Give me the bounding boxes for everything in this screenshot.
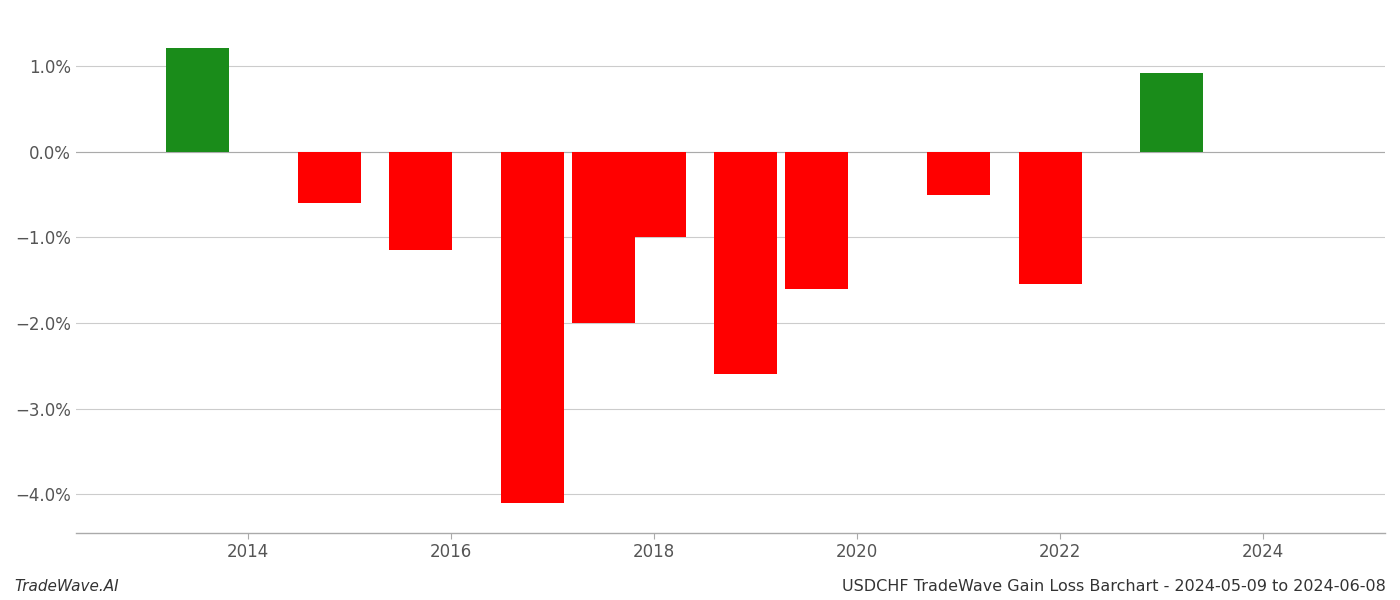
Bar xyxy=(298,152,361,203)
Bar xyxy=(389,152,452,250)
Text: TradeWave.AI: TradeWave.AI xyxy=(14,579,119,594)
Bar xyxy=(623,152,686,238)
Bar xyxy=(927,152,990,194)
Bar xyxy=(714,152,777,374)
Bar xyxy=(1019,152,1082,284)
Bar xyxy=(1141,73,1204,152)
Bar xyxy=(573,152,636,323)
Text: USDCHF TradeWave Gain Loss Barchart - 2024-05-09 to 2024-06-08: USDCHF TradeWave Gain Loss Barchart - 20… xyxy=(843,579,1386,594)
Bar xyxy=(167,47,230,152)
Bar xyxy=(501,152,564,503)
Bar xyxy=(785,152,848,289)
